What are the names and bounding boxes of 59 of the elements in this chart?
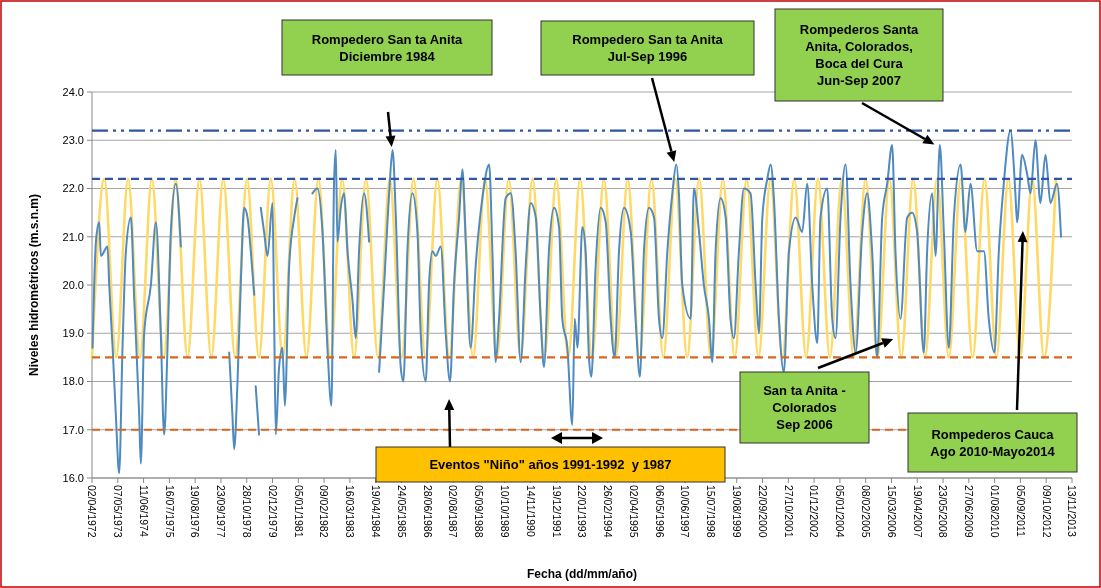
x-tick-label: 27/10/2001	[782, 485, 795, 538]
x-tick-label: 05/01/1981	[292, 485, 305, 538]
x-tick-label: 10/10/1989	[498, 485, 511, 538]
x-tick-label: 14/11/1990	[524, 485, 537, 537]
x-tick-label: 01/12/2002	[808, 485, 821, 538]
x-tick-label: 23/05/2008	[937, 485, 950, 538]
x-tick-label: 05/01/2004	[834, 485, 847, 538]
x-tick-label: 19/04/2007	[911, 485, 924, 538]
x-tick-label: 23/09/1977	[215, 485, 228, 538]
x-tick-label: 07/05/1973	[112, 485, 125, 538]
callout: Rompedero San ta Anita Diciembre 1984	[281, 19, 493, 147]
x-axis-title: Fecha (dd/mm/año)	[526, 567, 638, 581]
callout: San ta Anita - Colorados Sep 2006	[739, 338, 894, 444]
x-tick-label: 09/02/1982	[318, 485, 331, 538]
x-tick-label: 27/06/2009	[963, 485, 976, 538]
x-tick-label: 11/06/1974	[137, 485, 150, 537]
callout: Rompederos Cauca Ago 2010-Mayo2014	[907, 231, 1078, 473]
x-tick-label: 10/06/1997	[679, 485, 692, 538]
x-tick-label: 28/06/1986	[421, 485, 434, 538]
x-tick-label: 02/04/1995	[627, 485, 640, 538]
x-tick-label: 19/12/1991	[550, 485, 563, 538]
callout: Rompederos Santa Anita, Colorados, Boca del Cura Jun-Sep 2007	[774, 8, 944, 145]
y-axis-title: Niveles hidrométricos (m.s.n.m)	[27, 193, 41, 377]
y-tick-label: 19.0	[62, 327, 84, 340]
x-tick-label: 08/02/2005	[860, 485, 873, 538]
x-tick-label: 05/09/1988	[473, 485, 486, 538]
x-tick-label: 22/01/1993	[576, 485, 589, 538]
callout: Rompedero San ta Anita Jul-Sep 1996	[540, 20, 755, 163]
callout: Eventos "Niño" años 1991-1992 y 1987	[375, 399, 726, 483]
x-tick-label: 15/07/1998	[705, 485, 718, 538]
x-tick-label: 09/10/2012	[1040, 485, 1053, 538]
x-tick-label: 16/07/1975	[163, 485, 176, 538]
x-tick-label: 19/08/1999	[731, 485, 744, 538]
x-tick-label: 22/09/2000	[756, 485, 769, 538]
y-tick-label: 18.0	[62, 375, 84, 388]
x-tick-label: 19/08/1976	[189, 485, 202, 538]
x-tick-label: 13/11/2013	[1066, 485, 1079, 537]
x-tick-label: 15/03/2006	[885, 485, 898, 538]
x-tick-label: 24/05/1985	[395, 485, 408, 538]
y-tick-label: 16.0	[62, 471, 84, 484]
y-tick-label: 23.0	[62, 134, 84, 147]
x-tick-label: 02/08/1987	[447, 485, 460, 538]
y-tick-label: 20.0	[62, 278, 84, 291]
x-tick-label: 28/10/1978	[241, 485, 254, 538]
annotation: San ta Anita - Colorados Sep 2006	[763, 383, 846, 433]
y-tick-label: 22.0	[62, 182, 84, 195]
annotation: Rompederos Cauca Ago 2010-Mayo2014	[930, 426, 1056, 459]
x-tick-label: 02/04/1972	[86, 485, 99, 538]
annotation: Eventos "Niño" años 1991-1992 y 1987	[429, 457, 672, 473]
x-tick-label: 05/09/2011	[1014, 485, 1027, 537]
y-tick-label: 17.0	[62, 423, 84, 436]
y-tick-label: 24.0	[62, 85, 84, 98]
x-tick-label: 19/04/1984	[370, 485, 383, 538]
x-tick-label: 02/12/1979	[266, 485, 279, 538]
x-tick-label: 06/05/1996	[653, 485, 666, 538]
x-tick-label: 26/02/1994	[602, 485, 615, 538]
x-tick-label: 01/08/2010	[988, 485, 1001, 538]
y-tick-label: 21.0	[62, 230, 84, 243]
x-tick-label: 16/03/1983	[344, 485, 357, 538]
